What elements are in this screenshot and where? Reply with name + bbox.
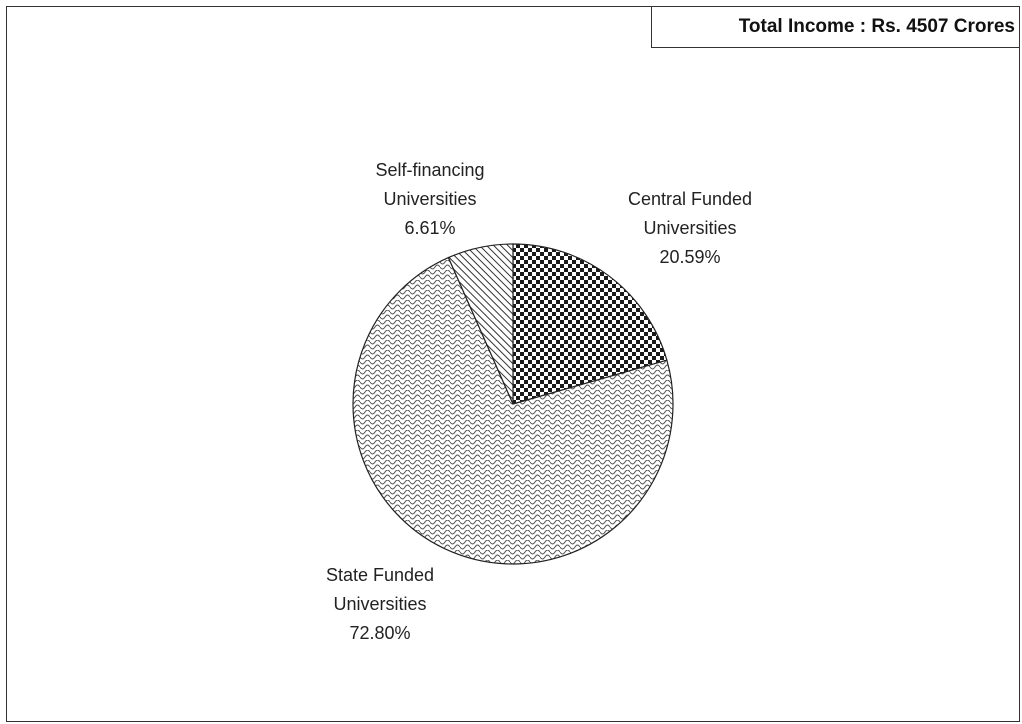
slice-name-label: Universities bbox=[643, 218, 736, 238]
pie-slice-0 bbox=[512, 243, 668, 405]
slice-percent-label: 6.61% bbox=[404, 218, 455, 238]
slice-percent-label: 20.59% bbox=[659, 247, 720, 267]
pie-slices bbox=[352, 243, 674, 565]
pie-slice-1 bbox=[352, 256, 674, 565]
pie-slice-2 bbox=[447, 243, 514, 405]
pie-labels: Central Funded Universities 20.59% State Fu… bbox=[326, 160, 752, 643]
total-income-box: Total Income : Rs. 4507 Crores bbox=[651, 6, 1020, 48]
total-income-text: Total Income : Rs. 4507 Crores bbox=[738, 16, 1015, 37]
slice-name-label: State Funded bbox=[326, 565, 434, 585]
slice-name-label: Central Funded bbox=[628, 189, 752, 209]
slice-name-label: Universities bbox=[333, 594, 426, 614]
slice-name-label: Universities bbox=[383, 189, 476, 209]
slice-name-label: Self-financing bbox=[375, 160, 484, 180]
slice-percent-label: 72.80% bbox=[349, 623, 410, 643]
